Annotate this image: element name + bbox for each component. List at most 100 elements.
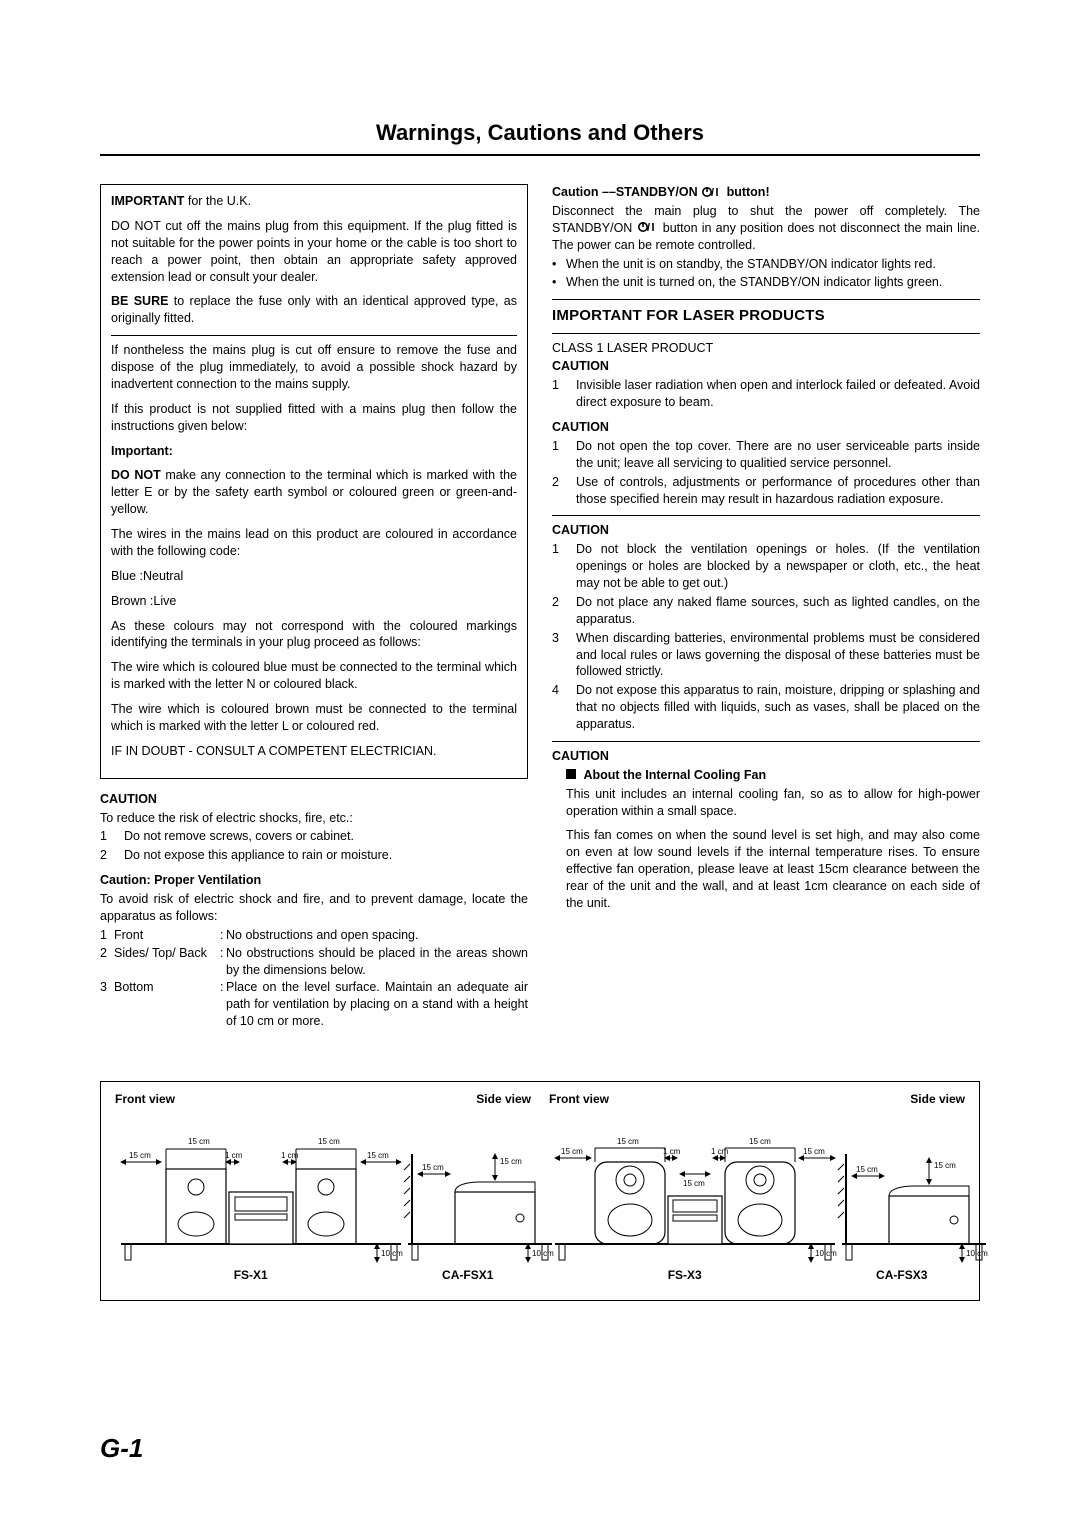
svg-text:/: / [711, 187, 714, 198]
diagram-title: Front view [115, 1092, 175, 1106]
model-label: CA-FSX3 [876, 1268, 927, 1282]
model-label: FS-X1 [234, 1268, 268, 1282]
vent-intro: To avoid risk of electric shock and fire… [100, 891, 528, 925]
manual-page: Warnings, Cautions and Others IMPORTANT … [0, 0, 1080, 1528]
diagram-cell-front-b: Front view 15 cm 15 cm [545, 1092, 824, 1282]
square-bullet-icon [566, 769, 576, 779]
list-item: 3When discarding batteries, environmenta… [552, 630, 980, 681]
caution-block-head: CAUTION [552, 522, 980, 539]
vent-row: 1 Front : No obstructions and open spaci… [100, 927, 528, 944]
svg-text:15 cm: 15 cm [561, 1147, 583, 1156]
svg-text:/: / [647, 222, 650, 233]
svg-text:15 cm: 15 cm [803, 1147, 825, 1156]
vent-row: 2 Sides/ Top/ Back : No obstructions sho… [100, 945, 528, 979]
uk-p10: IF IN DOUBT - CONSULT A COMPETENT ELECTR… [111, 743, 517, 760]
list-item: 4Do not expose this apparatus to rain, m… [552, 682, 980, 733]
title-rule [100, 154, 980, 156]
page-number: G-1 [100, 1433, 143, 1464]
two-column-body: IMPORTANT for the U.K. DO NOT cut off th… [100, 184, 980, 1031]
caution1-head: CAUTION [100, 791, 528, 808]
fan-p1: This unit includes an internal cooling f… [552, 786, 980, 820]
model-label: FS-X3 [668, 1268, 702, 1282]
diagram-title: Side view [910, 1092, 965, 1106]
vent-head: Caution: Proper Ventilation [100, 872, 528, 889]
svg-text:15 cm: 15 cm [318, 1137, 340, 1146]
uk-p1: DO NOT cut off the mains plug from this … [111, 218, 517, 286]
svg-text:15 cm: 15 cm [856, 1165, 878, 1174]
uk-p7: As these colours may not correspond with… [111, 618, 517, 652]
uk-p6: The wires in the mains lead on this prod… [111, 526, 517, 560]
list-item: 2Do not place any naked flame sources, s… [552, 594, 980, 628]
vent-rows: 1 Front : No obstructions and open spaci… [100, 927, 528, 1030]
laser-c1-head: CAUTION [552, 358, 980, 375]
sep2 [552, 333, 980, 334]
list-item: 1Do not block the ventilation openings o… [552, 541, 980, 592]
fan-sub: About the Internal Cooling Fan [583, 768, 766, 782]
laser-c2-list: 1Do not open the top cover. There are no… [552, 438, 980, 508]
uk-head-rest: for the U.K. [184, 194, 251, 208]
uk-hr1 [111, 335, 517, 336]
uk-blue: Blue :Neutral [111, 568, 517, 585]
list-item: 1Do not remove screws, covers or cabinet… [100, 828, 528, 845]
svg-text:10 cm: 10 cm [966, 1249, 988, 1258]
svg-text:15 cm: 15 cm [749, 1137, 771, 1146]
uk-brown: Brown :Live [111, 593, 517, 610]
standby-head-b: button! [727, 185, 770, 199]
laser-c1-list: 1Invisible laser radiation when open and… [552, 377, 980, 411]
sep3 [552, 515, 980, 516]
uk-p3: If nontheless the mains plug is cut off … [111, 342, 517, 393]
svg-text:15 cm: 15 cm [188, 1137, 210, 1146]
list-item: •When the unit is on standby, the STANDB… [552, 256, 980, 273]
diagram-title: Side view [476, 1092, 531, 1106]
svg-text:15 cm: 15 cm [500, 1157, 522, 1166]
svg-text:15 cm: 15 cm [422, 1163, 444, 1172]
svg-text:1 cm: 1 cm [711, 1147, 729, 1156]
side-view-drawing-b: 15 cm 15 cm 10 cm [834, 1114, 994, 1264]
ventilation-diagram-box: Front view [100, 1081, 980, 1301]
side-view-drawing-a: 15 cm 15 cm 10 cm [400, 1114, 560, 1264]
list-item: 1Invisible laser radiation when open and… [552, 377, 980, 411]
caution-block-list: 1Do not block the ventilation openings o… [552, 541, 980, 733]
uk-important-box: IMPORTANT for the U.K. DO NOT cut off th… [100, 184, 528, 779]
diagram-title: Front view [549, 1092, 609, 1106]
list-item: 2Use of controls, adjustments or perform… [552, 474, 980, 508]
list-item: •When the unit is turned on, the STANDBY… [552, 274, 980, 291]
page-title: Warnings, Cautions and Others [100, 120, 980, 146]
diagram-cell-front-a: Front view [111, 1092, 390, 1282]
uk-p9: The wire which is coloured brown must be… [111, 701, 517, 735]
vent-row: 3 Bottom : Place on the level surface. M… [100, 979, 528, 1030]
uk-p8: The wire which is coloured blue must be … [111, 659, 517, 693]
svg-text:15 cm: 15 cm [617, 1137, 639, 1146]
uk-head-bold: IMPORTANT [111, 194, 184, 208]
svg-text:15 cm: 15 cm [129, 1151, 151, 1160]
standby-bullets: •When the unit is on standby, the STANDB… [552, 256, 980, 292]
diagram-cell-side-b: Side view 15 cm 15 cm 10 cm [834, 1092, 969, 1282]
caution1-list: 1Do not remove screws, covers or cabinet… [100, 828, 528, 864]
standby-head-a: Caution ––STANDBY/ON [552, 185, 701, 199]
svg-text:15 cm: 15 cm [934, 1161, 956, 1170]
list-item: 2Do not expose this appliance to rain or… [100, 847, 528, 864]
fan-head: CAUTION [552, 748, 980, 765]
uk-p4: If this product is not supplied fitted w… [111, 401, 517, 435]
laser-head: IMPORTANT FOR LASER PRODUCTS [552, 306, 980, 326]
svg-text:1 cm: 1 cm [663, 1147, 681, 1156]
svg-text:15 cm: 15 cm [683, 1179, 705, 1188]
uk-important-label: Important: [111, 443, 517, 460]
laser-class: CLASS 1 LASER PRODUCT [552, 340, 980, 357]
left-column: IMPORTANT for the U.K. DO NOT cut off th… [100, 184, 528, 1031]
front-view-drawing-a: 15 cm 15 cm 1 cm 1 cm 15 cm 15 cm 10 cm [111, 1114, 411, 1264]
sep1 [552, 299, 980, 300]
fan-p2: This fan comes on when the sound level i… [552, 827, 980, 911]
standby-icon: / [637, 221, 659, 233]
uk-p5-bold: DO NOT [111, 468, 161, 482]
svg-text:1 cm: 1 cm [225, 1151, 243, 1160]
uk-p5-rest: make any connection to the terminal whic… [111, 468, 517, 516]
svg-text:1 cm: 1 cm [281, 1151, 299, 1160]
laser-c2-head: CAUTION [552, 419, 980, 436]
diagram-cell-side-a: Side view 15 cm 15 cm [400, 1092, 535, 1282]
caution1-intro: To reduce the risk of electric shocks, f… [100, 810, 528, 827]
list-item: 1Do not open the top cover. There are no… [552, 438, 980, 472]
uk-p2-rest: to replace the fuse only with an identic… [111, 294, 517, 325]
front-view-drawing-b: 15 cm 15 cm 1 cm 1 cm 15 cm 15 cm 15 cm [545, 1114, 845, 1264]
right-column: Caution ––STANDBY/ON / button! Disconnec… [552, 184, 980, 1031]
